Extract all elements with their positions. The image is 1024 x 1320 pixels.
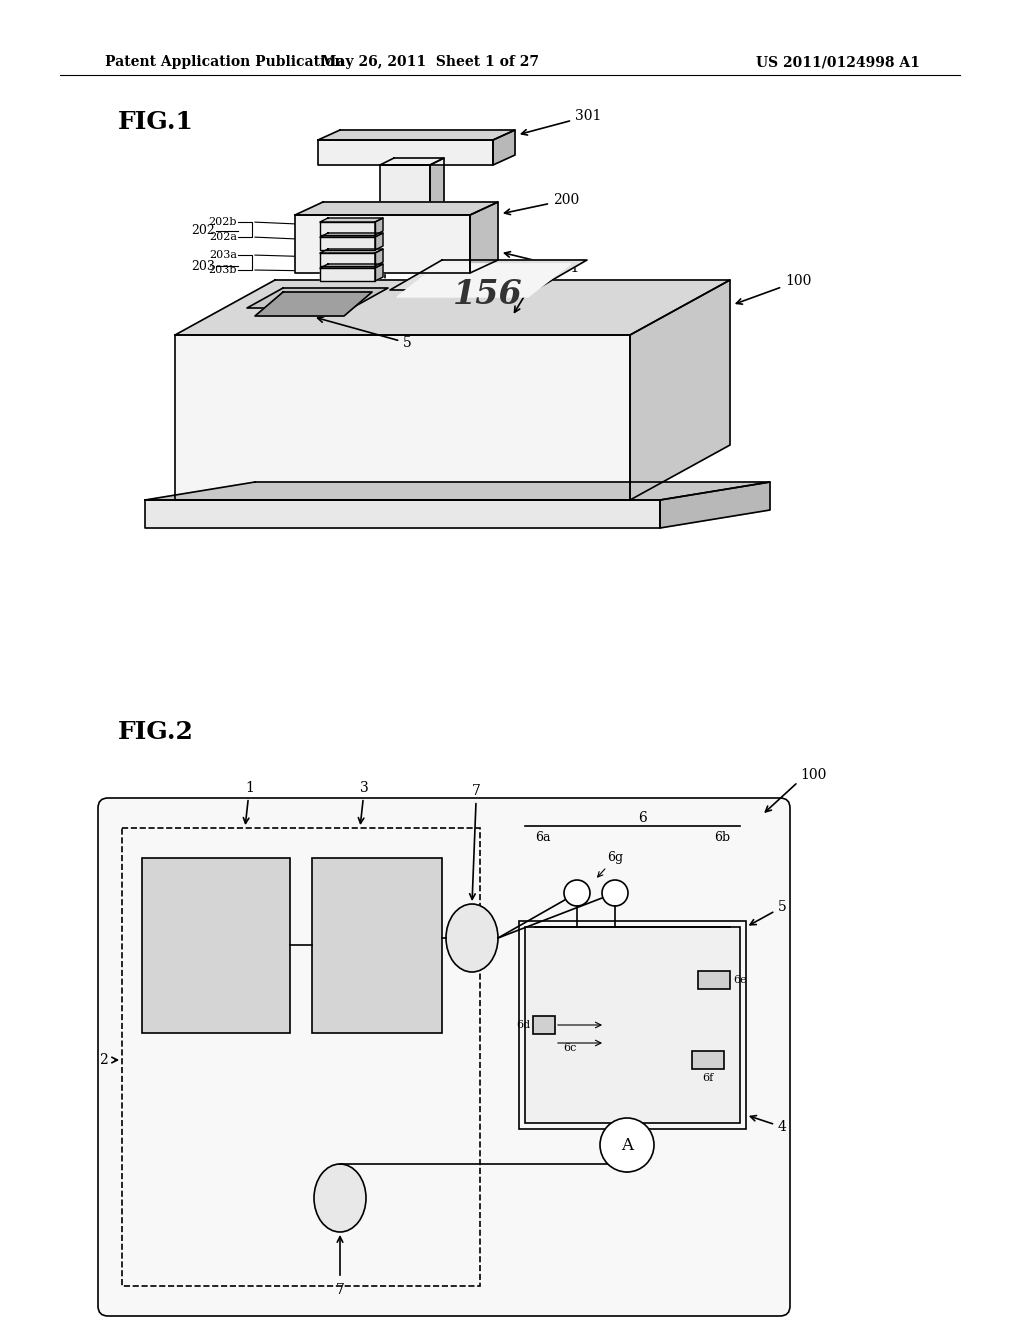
Text: 2: 2	[99, 1053, 108, 1067]
Text: 6b: 6b	[714, 832, 730, 843]
Circle shape	[602, 880, 628, 906]
Text: FIG.2: FIG.2	[118, 719, 194, 744]
Polygon shape	[660, 482, 770, 528]
Ellipse shape	[314, 1164, 366, 1232]
Polygon shape	[319, 264, 383, 268]
Text: 6: 6	[638, 810, 647, 825]
Text: 7: 7	[470, 784, 481, 899]
Polygon shape	[375, 234, 383, 249]
Polygon shape	[430, 158, 444, 218]
Text: 203b: 203b	[209, 265, 237, 275]
Text: 202: 202	[191, 224, 215, 238]
Text: 6a: 6a	[536, 832, 551, 843]
Polygon shape	[295, 215, 470, 273]
Polygon shape	[319, 218, 383, 222]
Ellipse shape	[446, 904, 498, 972]
Text: 3: 3	[358, 781, 369, 824]
Text: 100: 100	[736, 275, 811, 304]
Polygon shape	[380, 158, 444, 165]
Text: 5: 5	[317, 317, 412, 350]
Polygon shape	[319, 249, 383, 253]
Text: 5: 5	[750, 900, 786, 925]
Polygon shape	[319, 238, 375, 249]
Polygon shape	[375, 249, 383, 267]
Polygon shape	[319, 222, 375, 235]
Text: US 2011/0124998 A1: US 2011/0124998 A1	[756, 55, 920, 69]
Text: 4: 4	[751, 1115, 786, 1134]
Text: Patent Application Publication: Patent Application Publication	[105, 55, 345, 69]
Bar	[692, 1051, 724, 1069]
Polygon shape	[175, 335, 630, 500]
Text: 6g: 6g	[598, 851, 624, 876]
Circle shape	[564, 880, 590, 906]
Text: 202a: 202a	[209, 232, 237, 242]
Polygon shape	[375, 264, 383, 281]
Text: 203: 203	[191, 260, 215, 272]
Text: 6f: 6f	[702, 1073, 714, 1082]
Text: 7: 7	[336, 1283, 344, 1298]
Bar	[525, 927, 740, 1123]
Text: 202b: 202b	[209, 216, 237, 227]
Polygon shape	[295, 202, 498, 215]
Polygon shape	[470, 202, 498, 273]
Polygon shape	[380, 165, 430, 218]
Text: 1: 1	[244, 781, 254, 824]
Bar	[534, 1016, 555, 1034]
Polygon shape	[397, 264, 570, 297]
Text: 201: 201	[505, 252, 580, 275]
Text: 6c: 6c	[563, 1043, 577, 1053]
Polygon shape	[390, 260, 587, 290]
Text: 100: 100	[800, 768, 826, 781]
Polygon shape	[255, 292, 372, 315]
FancyBboxPatch shape	[98, 799, 790, 1316]
Polygon shape	[175, 280, 730, 335]
Polygon shape	[247, 288, 388, 308]
Bar	[698, 972, 730, 989]
Text: 203a: 203a	[209, 249, 237, 260]
Polygon shape	[318, 140, 493, 165]
Text: 1: 1	[514, 277, 536, 313]
Polygon shape	[145, 500, 660, 528]
Bar	[142, 858, 290, 1034]
Text: 156: 156	[453, 277, 522, 310]
Bar	[312, 858, 442, 1034]
Text: 6d: 6d	[516, 1020, 530, 1030]
Polygon shape	[145, 482, 770, 500]
Text: 6e: 6e	[733, 975, 746, 985]
Polygon shape	[319, 234, 383, 238]
Polygon shape	[630, 280, 730, 500]
Text: 200: 200	[505, 193, 580, 215]
Text: 301: 301	[521, 110, 601, 135]
Polygon shape	[375, 218, 383, 235]
Polygon shape	[318, 129, 515, 140]
Text: FIG.1: FIG.1	[118, 110, 194, 135]
Polygon shape	[319, 268, 375, 281]
Bar	[519, 921, 746, 1129]
Polygon shape	[319, 253, 375, 267]
Text: A: A	[621, 1137, 633, 1154]
Polygon shape	[493, 129, 515, 165]
Circle shape	[600, 1118, 654, 1172]
Text: May 26, 2011  Sheet 1 of 27: May 26, 2011 Sheet 1 of 27	[321, 55, 539, 69]
Bar	[122, 828, 480, 1286]
